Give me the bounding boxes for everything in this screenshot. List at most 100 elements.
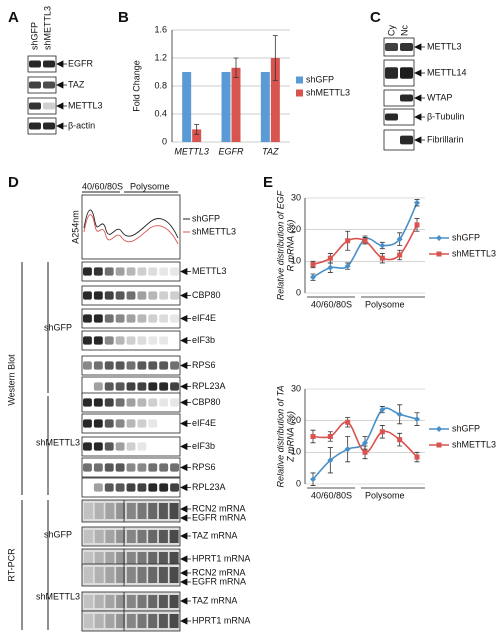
band	[159, 291, 169, 300]
marker	[379, 242, 386, 249]
marker	[414, 222, 420, 228]
arrow	[414, 113, 425, 121]
y-tick-label: 0	[296, 287, 301, 297]
band	[93, 314, 103, 323]
band	[148, 267, 158, 276]
marker	[414, 416, 420, 423]
band-label: eIF4E	[192, 418, 216, 428]
band	[115, 483, 125, 492]
band	[148, 291, 158, 300]
band	[126, 398, 136, 407]
arrow	[180, 267, 191, 276]
x-group-label: Polysome	[365, 490, 405, 500]
gel-band	[169, 614, 179, 628]
band-label: RCN2 mRNA	[192, 503, 246, 513]
gel-band	[169, 503, 179, 519]
legend-label: shGFP	[306, 74, 334, 84]
arrow	[180, 569, 191, 577]
band	[43, 60, 55, 68]
band	[159, 398, 169, 407]
band	[170, 267, 179, 276]
legend-label: shGFP	[452, 423, 480, 433]
x-tick-label: TAZ	[262, 146, 279, 156]
legend-label: shMETTL3	[192, 226, 236, 236]
gel-band	[116, 552, 126, 566]
band	[148, 314, 158, 323]
gel-band	[94, 614, 104, 628]
band	[43, 102, 55, 110]
gel-band	[84, 503, 93, 519]
band	[93, 361, 103, 370]
arrow	[180, 597, 191, 605]
blot	[383, 108, 415, 126]
gel-band	[105, 552, 115, 566]
bar	[221, 72, 231, 142]
band-label: HPRT1 mRNA	[192, 553, 250, 563]
gel-band	[116, 614, 126, 628]
band	[93, 336, 103, 345]
legend-label: shMETTL3	[452, 248, 496, 258]
legend-swatch	[296, 89, 303, 97]
band-label: Fibrillarin	[427, 134, 464, 144]
gel-band	[126, 567, 136, 583]
legend-label: shGFP	[192, 213, 220, 223]
band	[148, 483, 158, 492]
marker	[327, 434, 333, 439]
gel-band	[126, 503, 136, 519]
gel-band	[84, 614, 93, 628]
band	[43, 122, 55, 130]
gel-band	[84, 595, 93, 608]
band	[43, 81, 55, 89]
arrow	[180, 314, 191, 323]
band	[83, 291, 92, 300]
gel-band	[137, 567, 147, 583]
band-label: TAZ mRNA	[192, 530, 237, 540]
panel-letter: A	[8, 9, 19, 26]
gel-band	[169, 567, 179, 583]
marker	[397, 437, 403, 443]
blot	[383, 89, 415, 107]
band-label: HPRT1 mRNA	[192, 615, 250, 625]
band	[115, 382, 125, 391]
arrow	[180, 483, 191, 492]
error-bar	[272, 35, 278, 81]
band	[148, 382, 158, 391]
band	[159, 463, 169, 472]
band	[126, 442, 136, 451]
gel-band	[116, 567, 126, 583]
gel-band	[105, 503, 115, 519]
gel-band	[84, 567, 93, 583]
band	[148, 361, 158, 370]
band	[126, 463, 136, 472]
band	[159, 267, 169, 276]
bar	[270, 58, 280, 142]
fraction-label: Polysome	[130, 181, 170, 191]
band	[83, 463, 92, 472]
gel-band	[84, 530, 93, 543]
marker	[379, 429, 385, 435]
blot	[81, 261, 181, 282]
band-label: CBP80	[192, 397, 221, 407]
y-tick-label: 20	[291, 415, 301, 425]
band	[400, 135, 413, 145]
y-tick-label: 20	[291, 224, 301, 234]
band-label: RPL23A	[192, 482, 226, 492]
marker	[344, 263, 351, 270]
band-label: TAZ	[68, 79, 85, 89]
band	[385, 113, 398, 121]
band	[29, 81, 41, 89]
error-bar	[233, 57, 239, 78]
band	[137, 398, 147, 407]
band-label: EGFR	[68, 58, 94, 68]
gel-band	[105, 595, 115, 608]
group-label: Western Blot	[6, 354, 16, 406]
lane-label: Cy	[386, 25, 396, 36]
blot	[81, 308, 181, 329]
legend-label: shMETTL3	[452, 439, 496, 449]
band	[137, 442, 147, 451]
band	[126, 382, 136, 391]
band	[115, 463, 125, 472]
marker	[362, 439, 368, 446]
arrow	[56, 102, 67, 110]
x-group-label: 40/60/80S	[311, 490, 352, 500]
